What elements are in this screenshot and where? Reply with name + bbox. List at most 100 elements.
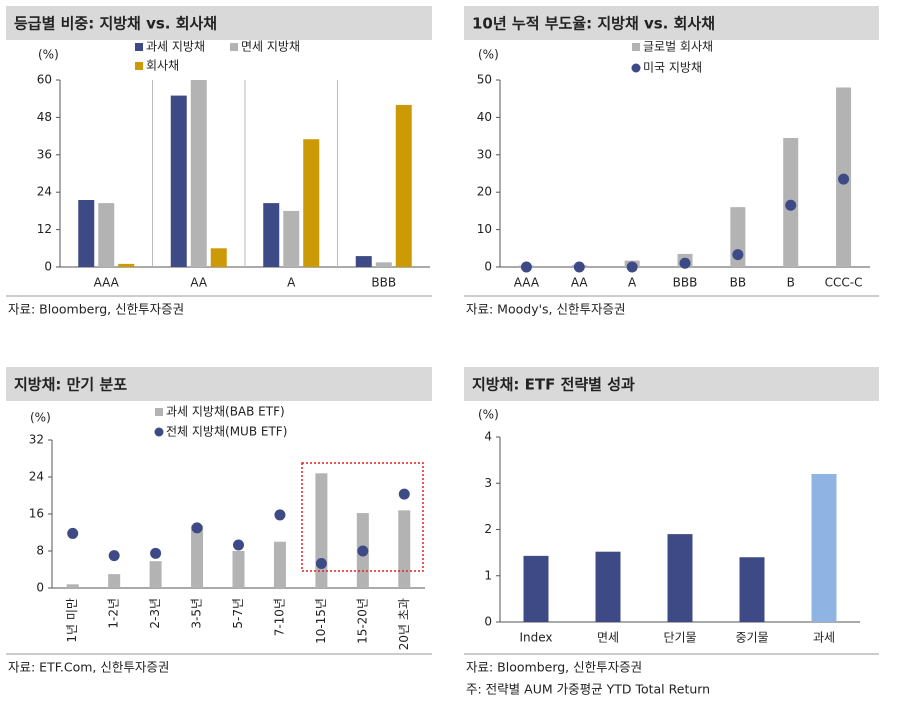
legend-label: 면세 지방채 (241, 40, 300, 54)
bar (108, 574, 121, 588)
dot (626, 261, 638, 273)
y-tick-label: 24 (37, 185, 52, 199)
bar (190, 80, 207, 267)
x-tick-label: 3-5년 (190, 598, 204, 629)
chart-title: 지방채: ETF 전략별 성과 (472, 376, 635, 394)
legend-label: 전체 지방채(MUB ETF) (166, 425, 287, 439)
legend-label: 과세 지방채 (146, 40, 205, 54)
x-tick-label: AAA (514, 276, 540, 290)
y-tick-label: 3 (484, 476, 492, 490)
legend-label: 회사채 (146, 59, 179, 73)
y-tick-label: 0 (484, 260, 492, 274)
y-unit: (%) (478, 408, 499, 422)
source: 자료: Bloomberg, 신한투자증권 (466, 660, 642, 675)
x-tick-label: 2-3년 (148, 598, 162, 629)
bar (118, 263, 135, 267)
bar (263, 203, 280, 267)
bar (232, 551, 245, 588)
y-tick-label: 20 (477, 185, 492, 199)
legend-swatch (632, 43, 640, 51)
bar (283, 210, 300, 267)
dot (679, 257, 691, 269)
y-tick-label: 40 (477, 110, 492, 124)
chart-title: 등급별 비중: 지방채 vs. 회사채 (14, 15, 217, 33)
y-tick-label: 4 (484, 430, 492, 444)
dot (398, 488, 410, 500)
legend-swatch (154, 427, 164, 437)
x-tick-label: 7-10년 (272, 598, 286, 636)
panel-header (6, 367, 432, 401)
y-tick-label: 30 (477, 147, 492, 161)
bar (66, 584, 79, 588)
y-tick-label: 60 (37, 73, 52, 87)
bar (149, 561, 162, 588)
x-tick-label: 20년 초과 (397, 598, 411, 650)
x-tick-label: BBB (673, 276, 698, 290)
x-tick-label: 중기물 (735, 631, 768, 645)
legend-label: 글로벌 회사채 (643, 40, 713, 54)
x-tick-label: 면세 (597, 631, 619, 645)
y-unit: (%) (478, 48, 499, 62)
dot (838, 173, 850, 185)
legend-label: 미국 지방채 (643, 61, 702, 75)
bar (398, 510, 411, 588)
x-tick-label: AA (571, 276, 589, 290)
dot (315, 557, 327, 569)
y-tick-label: 8 (36, 544, 44, 558)
y-tick-label: 50 (477, 73, 492, 87)
x-tick-label: 10-15년 (314, 598, 328, 644)
dot (357, 545, 369, 557)
y-tick-label: 32 (29, 433, 44, 447)
legend-swatch (135, 62, 143, 70)
highlight-box (301, 462, 424, 572)
y-tick-label: 0 (44, 260, 52, 274)
legend-swatch (631, 63, 641, 73)
y-unit: (%) (38, 48, 59, 62)
bar (191, 525, 204, 588)
x-tick-label: B (787, 276, 795, 290)
bar (98, 203, 115, 267)
y-tick-label: 1 (484, 568, 492, 582)
x-tick-label: BB (730, 276, 746, 290)
x-tick-label: 1년 미만 (65, 598, 79, 643)
x-tick-label: Index (519, 631, 552, 645)
bar (375, 262, 392, 267)
y-tick-label: 48 (37, 110, 52, 124)
source: 자료: ETF.Com, 신한투자증권 (8, 660, 169, 675)
x-tick-label: CCC-C (825, 276, 863, 290)
dot (108, 550, 120, 562)
dot (233, 539, 244, 551)
dot (573, 261, 585, 273)
y-tick-label: 0 (36, 581, 44, 595)
bar (523, 555, 549, 622)
legend-swatch (155, 408, 163, 416)
bar (273, 541, 286, 588)
chart-title: 지방채: 만기 분포 (14, 376, 127, 394)
dot (732, 249, 744, 261)
x-tick-label: 1-2년 (107, 598, 121, 629)
source: 자료: Bloomberg, 신한투자증권 (8, 302, 184, 317)
bar (78, 199, 95, 267)
bar (739, 557, 765, 622)
bar (811, 474, 837, 622)
panel-header (464, 367, 879, 401)
legend-swatch (230, 43, 238, 51)
x-tick-label: 단기물 (663, 631, 696, 645)
x-tick-label: AA (190, 276, 208, 290)
bar (170, 95, 187, 267)
y-tick-label: 10 (477, 222, 492, 236)
x-tick-label: 15-20년 (355, 598, 369, 644)
bar (667, 534, 693, 622)
y-tick-label: 12 (37, 222, 52, 236)
x-tick-label: A (628, 276, 637, 290)
footnote: 주: 전략별 AUM 가중평균 YTD Total Return (466, 682, 710, 697)
legend-label: 과세 지방채(BAB ETF) (166, 405, 285, 419)
x-tick-label: 5-7년 (231, 598, 245, 629)
y-tick-label: 24 (29, 470, 44, 484)
y-unit: (%) (30, 411, 51, 425)
dot (274, 509, 286, 521)
x-tick-label: BBB (371, 276, 396, 290)
dot (520, 261, 532, 273)
dot (67, 527, 79, 539)
